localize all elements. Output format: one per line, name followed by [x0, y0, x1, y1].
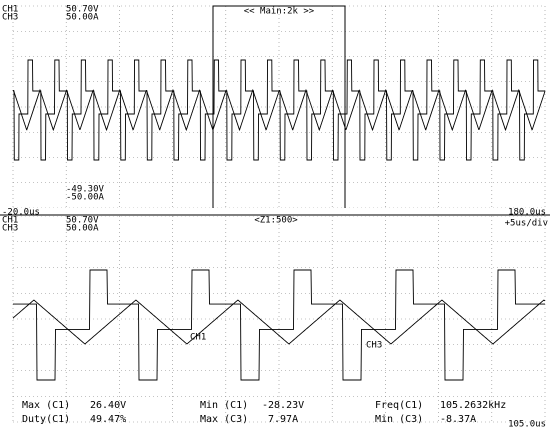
ch-scale: 50.70V — [66, 5, 99, 15]
meas-label: Max (C3) — [200, 414, 248, 425]
ch3-trace — [12, 299, 546, 345]
meas-value: 105.2632kHz — [440, 400, 506, 411]
ch-scale: 50.00A — [66, 13, 99, 23]
trace-label: CH3 — [366, 341, 382, 351]
ch-label: CH1 — [2, 216, 18, 226]
ch-label: CH3 — [2, 13, 18, 23]
time-start: -20.0us — [2, 208, 40, 218]
meas-label: Freq(C1) — [375, 400, 423, 411]
ch-offset: -50.00A — [66, 193, 105, 203]
meas-label: Min (C3) — [375, 414, 423, 425]
ch-label: CH1 — [2, 5, 18, 15]
trace-label: CH1 — [190, 333, 206, 343]
meas-value: 49.47% — [90, 414, 126, 425]
meas-value: -28.23V — [262, 400, 304, 411]
ch-scale: 50.00A — [66, 224, 99, 234]
time-end: 105.0us — [508, 420, 546, 430]
meas-label: Duty(C1) — [22, 414, 70, 425]
meas-label: Max (C1) — [22, 400, 70, 411]
ch-label: CH3 — [2, 224, 18, 234]
zoom-label: <Z1:500> — [254, 216, 298, 226]
ch-scale: 50.70V — [66, 216, 99, 226]
meas-value: 7.97A — [268, 414, 298, 425]
ch-offset: -49.30V — [66, 185, 105, 195]
divider — [0, 208, 550, 216]
time-div: +5us/div — [505, 219, 548, 229]
meas-value: -8.37A — [440, 414, 476, 425]
zoom-label: << Main:2k >> — [244, 7, 315, 17]
ch1-trace — [13, 269, 545, 381]
meas-value: 26.40V — [90, 400, 126, 411]
ch3-trace — [12, 88, 546, 132]
meas-label: Min (C1) — [200, 400, 248, 411]
time-end: 180.0us — [508, 208, 546, 218]
